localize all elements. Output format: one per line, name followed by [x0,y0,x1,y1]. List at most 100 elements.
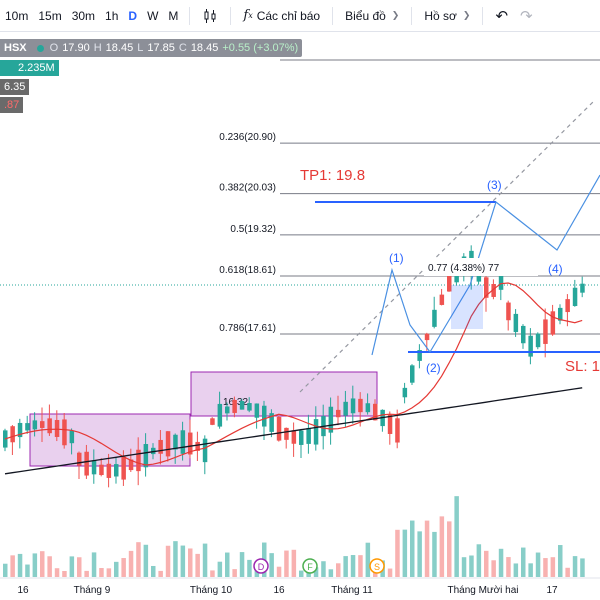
volume-bar [328,569,334,577]
volume-bar [506,557,511,577]
undo-icon[interactable]: ↶ [495,7,509,25]
volume-bar [336,563,341,577]
volume-bar [395,529,400,577]
volume-bar [247,559,252,577]
elliott-wave-path [429,174,600,353]
volume-bar [365,542,371,577]
candle-body [77,452,82,466]
candle-body [543,319,548,344]
x-axis-label: Tháng 9 [74,585,111,596]
candle-body [336,409,341,418]
timeframe-group: 10m 15m 30m 1h D W M [0,0,183,32]
event-marker-icon [302,558,318,574]
timeframe-d[interactable]: D [128,8,138,23]
event-marker-label: F [307,562,313,572]
volume-bar [269,553,274,577]
profile-label: Hồ sơ [424,8,457,23]
candle-body [565,299,570,313]
chart-canvas[interactable]: 0.236(20.90) 0.382(20.03) 0.5(19.32) 0.618(… [0,32,600,600]
volume-bar [32,553,38,577]
volume-bar [550,557,556,577]
redo-icon[interactable]: ↷ [520,7,533,25]
candle-body [432,309,437,327]
x-axis-label: 16 [17,585,29,596]
timeframe-1h[interactable]: 1h [105,8,119,23]
volume-bar [321,561,326,577]
candle-body [387,414,393,434]
candle-body [158,439,163,454]
timeframe-10m[interactable]: 10m [5,8,29,23]
candle-body [313,419,319,445]
symbol-label: HSX [4,42,27,54]
candle-body [84,451,89,476]
wave-label: (4) [548,262,563,276]
timeframe-15m[interactable]: 15m [38,8,62,23]
volume-bar [424,520,430,577]
low-key: L [137,42,144,54]
candle-body [143,444,149,468]
market-status-icon [36,44,44,52]
indicators-label: Các chỉ báo [256,8,321,23]
toolbar-divider [189,6,191,25]
price-chart[interactable]: 0.236(20.90) 0.382(20.03) 0.5(19.32) 0.618(… [0,32,600,600]
volume-bar [69,556,75,577]
chevron-down-icon: ❯ [462,10,471,20]
candle-body [521,325,526,344]
candle-body [528,335,533,357]
candle-body [550,311,556,335]
close-key: C [178,42,187,54]
open-value: 17.90 [62,42,90,54]
candle-body [195,441,200,451]
candle-body [328,406,334,433]
volume-bar [180,545,186,577]
profile-button[interactable]: Hồ sơ ❯ [418,0,476,32]
volume-bar [313,567,319,577]
volume-bar [239,552,245,577]
ma-line-black [4,387,583,475]
candle-body [424,333,430,341]
candle-body [580,283,585,293]
volume-bar [232,569,237,577]
volume-value: 2.235M [0,60,59,76]
volume-bar [77,557,82,577]
timeframe-30m[interactable]: 30m [71,8,96,23]
chevron-down-icon: ❯ [391,10,400,20]
candle-style-icon[interactable] [196,0,224,32]
wave-label: (1) [389,251,404,265]
candle-body [447,270,452,292]
volume-bar [17,553,23,577]
candle-body [291,430,297,444]
volume-bar [165,545,171,577]
event-marker-icon [253,558,269,574]
timeframe-m[interactable]: M [168,8,179,23]
close-value: 18.45 [190,42,219,54]
volume-bar [210,570,215,577]
candle-body [535,333,541,348]
event-marker-label: S [374,562,380,572]
volume-bar [299,570,304,577]
candle-body [269,413,274,432]
candle-body [17,422,23,438]
volume-bar [99,568,104,577]
toolbar-divider [332,6,334,25]
volume-bar [225,552,230,577]
candle-body [417,350,422,361]
elliott-wave-path [371,267,431,356]
volume-bar [276,566,282,577]
candle-body [395,418,400,443]
volume-bar [461,557,467,577]
candle-body [136,449,141,472]
candle-body [91,460,97,475]
volume-bar [114,561,119,577]
volume-bar [84,570,89,577]
candle-body [439,294,445,305]
volume-bar [343,556,348,577]
volume-bar [350,555,356,577]
volume-bar [40,551,45,577]
layouts-button[interactable]: Biểu đồ ❯ [339,0,405,32]
timeframe-w[interactable]: W [147,8,159,23]
volume-bar [565,567,570,577]
candle-body [262,405,267,427]
